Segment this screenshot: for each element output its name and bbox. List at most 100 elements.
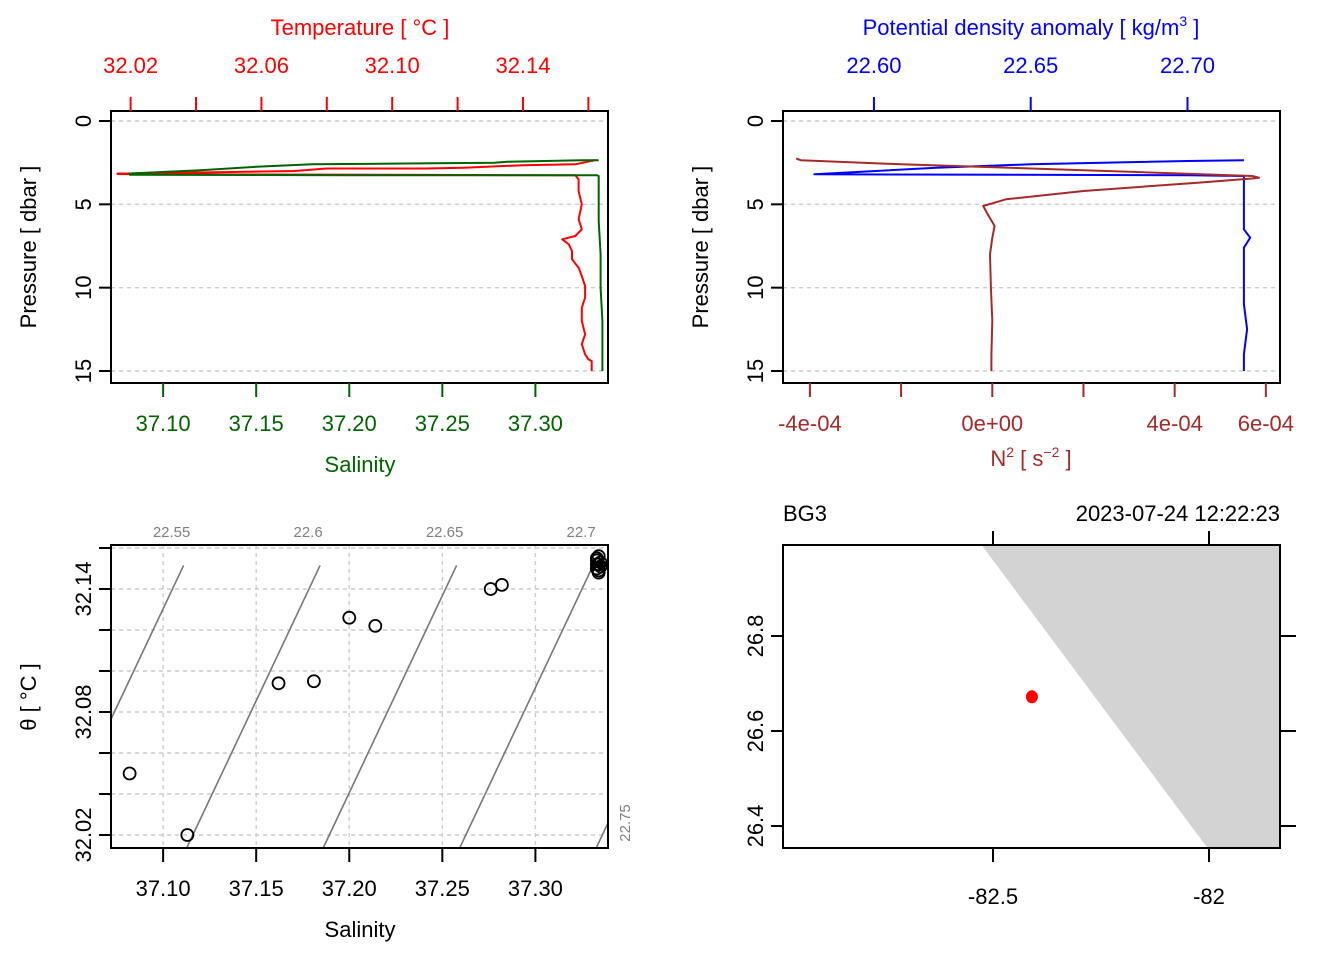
bottom-tick-label: 37.25 [415,411,470,436]
density-title-exp: 3 [1179,13,1187,29]
salinity-axis-title: Salinity [325,917,396,942]
y-tick-label: 0 [71,115,96,127]
density-axis-title: Potential density anomaly [ kg/m3 ] [863,13,1200,40]
grid [783,120,1280,372]
series-layer [795,157,1260,371]
y-tick-label: 32.14 [71,561,96,616]
bottom-tick-label: 4e-04 [1147,411,1203,436]
isopycnal-line [322,565,458,848]
isopycnal-label: 22.7 [567,524,596,541]
pressure-axis: 0 5 10 15 [743,115,783,383]
series-layer [116,159,604,371]
density-title-close: ] [1187,15,1199,40]
isopycnal-line [458,565,594,848]
bottom-tick-label: 37.20 [322,411,377,436]
plot-frame [110,110,609,384]
ts-point [591,565,606,580]
salinity-axis: 37.10 37.15 37.20 37.25 37.30 [136,848,563,901]
top-tick-label: 22.60 [846,53,901,78]
ts-point [494,578,509,592]
isopycnal-label: 22.75 [617,804,634,842]
series-line-temperature [116,159,596,371]
plot-frame [782,110,1281,384]
salinity-axis: 37.10 37.15 37.20 37.25 37.30 [136,383,563,436]
y-tick-label: 10 [743,275,768,299]
ts-point [342,610,357,625]
y-tick-label: 32.08 [71,684,96,739]
isopycnal-line [185,565,321,848]
land-polygon [981,545,1280,848]
lat-tick-label: 26.4 [743,805,768,848]
grid [111,120,608,372]
top-tick-label: 32.06 [234,53,289,78]
temperature-axis-title: Temperature [ °C ] [271,15,450,40]
bottom-tick-label: 6e-04 [1238,411,1294,436]
ts-point [271,676,286,691]
ts-point [122,766,137,781]
y-tick-label: 0 [743,115,768,127]
ts-diagram-panel: 22.55 22.6 22.65 22.722.75 32.0232.0832.14 … [16,524,634,942]
top-tick-label: 32.10 [365,53,420,78]
y-tick-label: 10 [71,275,96,299]
x-tick-label: 37.30 [508,876,563,901]
x-tick-label: 37.20 [322,876,377,901]
density-n2-profile-panel: 0 5 10 15 22.60 22.65 22.70 -4e-04 0e+00 4e-04 6… [688,13,1294,471]
ts-point [306,674,321,689]
y-tick-label: 15 [71,359,96,383]
n2-axis: -4e-04 0e+00 4e-04 6e-04 [778,383,1294,436]
bottom-tick-label: -4e-04 [778,411,842,436]
station-marker [1025,690,1038,704]
theta-axis: 32.02 32.08 32.14 [71,547,111,863]
x-tick-label: 37.25 [415,876,470,901]
ts-point [591,549,606,564]
y-tick-label: 5 [71,198,96,210]
lon-tick-label: -82 [1193,884,1225,909]
y-tick-label: 32.02 [71,807,96,862]
station-name: BG3 [783,501,827,526]
bottom-tick-label: 37.30 [508,411,563,436]
y-tick-label: 15 [743,359,768,383]
bottom-tick-label: 37.15 [229,411,284,436]
pressure-axis-title: Pressure [ dbar ] [688,166,713,329]
top-tick-label: 22.65 [1003,53,1058,78]
grid [111,545,608,848]
ts-point [180,828,195,842]
isopycnal-labels: 22.55 22.6 22.65 22.7 22.75 [153,524,634,842]
theta-axis-title: θ [ °C ] [16,663,41,730]
series-line-salinity [128,159,604,371]
top-tick-label: 22.70 [1160,53,1215,78]
isopycnal-line [595,821,608,848]
land-layer [981,545,1280,848]
pressure-axis-title: Pressure [ dbar ] [16,166,41,329]
n2-axis-title: N2 [ s−2 ] [990,444,1071,471]
ts-point [589,557,604,572]
salinity-axis-title: Salinity [325,452,396,477]
density-axis: 22.60 22.65 22.70 [846,53,1215,111]
temperature-axis: 32.02 32.06 32.10 32.14 [103,53,590,111]
plot-frame [110,544,609,849]
ts-point [589,551,604,566]
lat-tick-label: 26.6 [743,710,768,753]
bottom-tick-label: 37.10 [136,411,191,436]
station-layer [1025,690,1038,704]
x-tick-label: 37.15 [229,876,284,901]
isopycnal-label: 22.6 [293,524,322,541]
y-tick-label: 5 [743,198,768,210]
top-tick-label: 32.02 [103,53,158,78]
map-frame [782,544,1281,849]
map-axes: -82.5 -82 26.4 26.6 26.8 [743,531,1296,909]
density-title-main: Potential density anomaly [ kg/m [863,15,1180,40]
isopycnal-label: 22.55 [153,524,191,541]
bottom-tick-label: 0e+00 [961,411,1023,436]
pressure-axis: 0 5 10 15 [71,115,111,383]
station-map-panel: -82.5 -82 26.4 26.6 26.8 BG3 2023-07-24 12:2… [743,501,1296,909]
ts-point [368,619,383,633]
station-time: 2023-07-24 12:22:23 [1076,501,1280,526]
series-line-n2 [795,157,1260,371]
x-tick-label: 37.10 [136,876,191,901]
series-line-potential-density-anomaly [813,159,1252,371]
isopycnal-label: 22.65 [426,524,464,541]
points-layer [122,549,608,842]
lat-tick-label: 26.8 [743,615,768,658]
